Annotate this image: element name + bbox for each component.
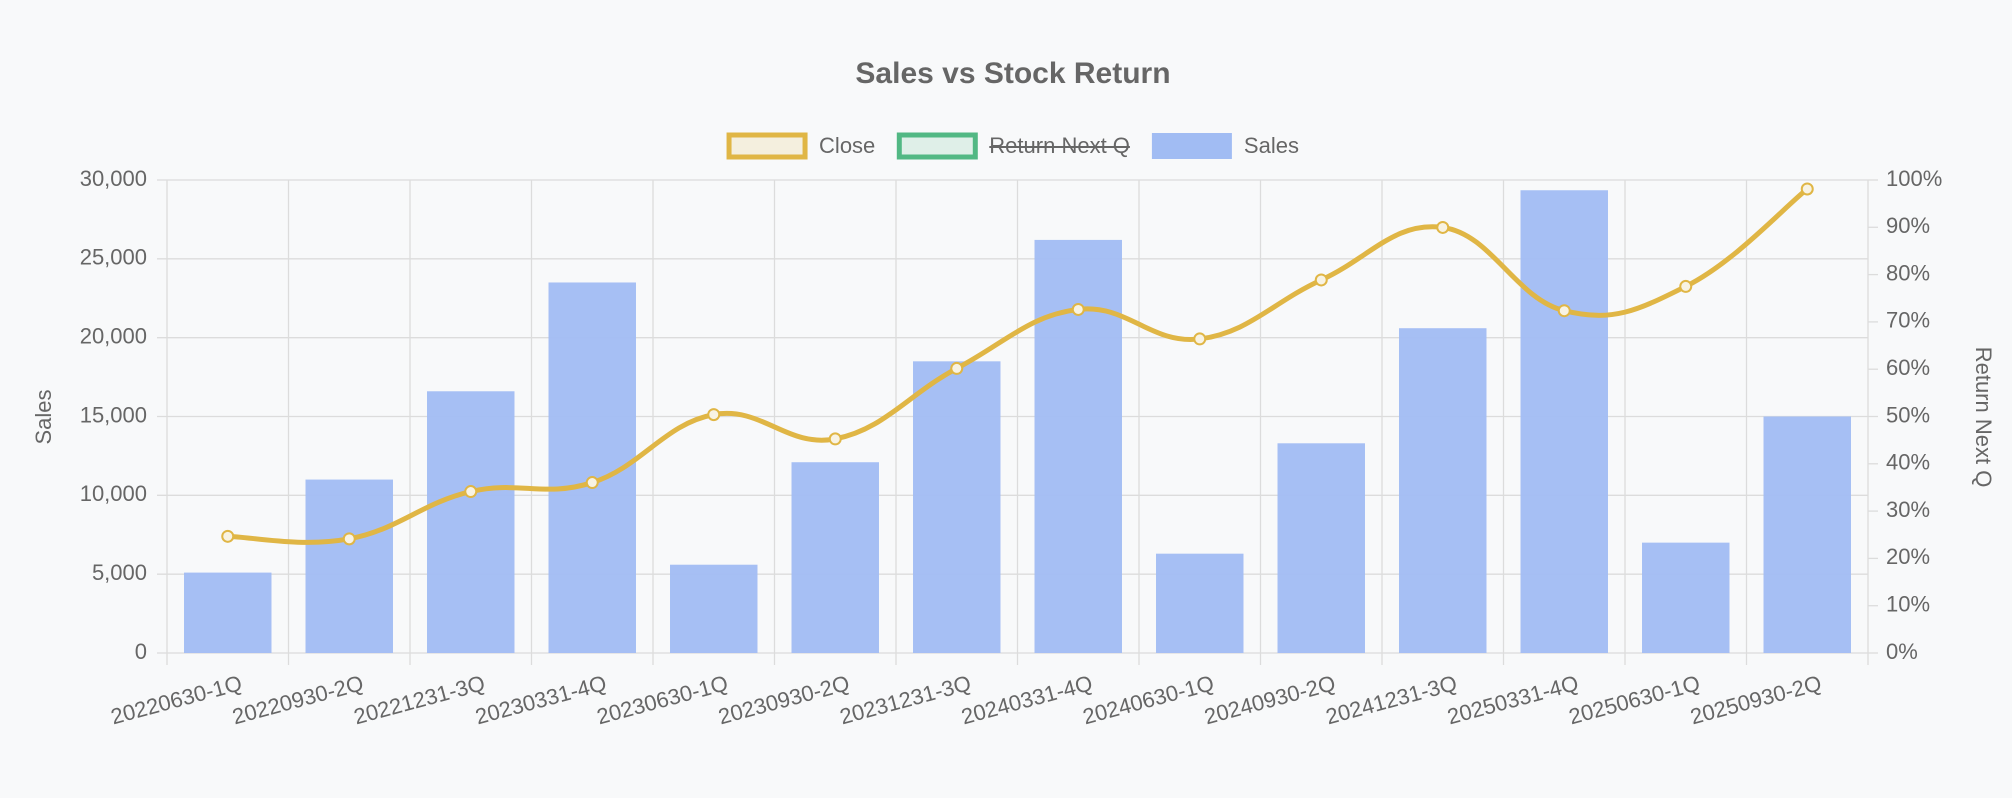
bar xyxy=(1642,542,1730,653)
point xyxy=(1557,304,1571,318)
x-tick-label: 20240930-2Q xyxy=(1202,670,1338,729)
x-tick-label: 20220630-1Q xyxy=(108,670,244,729)
x-tick-label: 20230630-1Q xyxy=(594,670,730,729)
y2-tick-label: 60% xyxy=(1886,355,1930,380)
x-tick-label: 20221231-3Q xyxy=(351,670,487,729)
bar xyxy=(1520,190,1608,653)
bar xyxy=(1399,328,1487,653)
y-tick-label: 25,000 xyxy=(80,245,147,270)
y2-tick-label: 90% xyxy=(1886,213,1930,238)
y2-axis-title: Return Next Q xyxy=(1971,347,1996,488)
line xyxy=(227,187,1809,545)
y2-tick-label: 0% xyxy=(1886,639,1918,664)
point xyxy=(1314,273,1328,287)
x-tick-label: 20240630-1Q xyxy=(1080,670,1216,729)
y2-tick-label: 20% xyxy=(1886,544,1930,569)
x-tick-label: 20241231-3Q xyxy=(1323,670,1459,729)
bar xyxy=(1156,553,1244,653)
y2-tick-label: 30% xyxy=(1886,497,1930,522)
y-axis-title: Sales xyxy=(31,389,56,444)
x-tick-label: 20230930-2Q xyxy=(716,670,852,729)
y-tick-label: 5,000 xyxy=(92,560,147,585)
y2-tick-label: 10% xyxy=(1886,592,1930,617)
legend-item: Sales xyxy=(1151,133,1299,159)
y2-tick-label: 80% xyxy=(1886,260,1930,285)
legend-swatch xyxy=(896,132,978,160)
bar xyxy=(1277,443,1365,653)
y2-tick-label: 50% xyxy=(1886,402,1930,427)
point xyxy=(221,529,235,543)
legend-swatch xyxy=(726,132,808,160)
legend-item: Return Next Q xyxy=(896,132,1130,160)
x-tick-label: 20220930-2Q xyxy=(230,670,366,729)
point xyxy=(342,532,356,546)
legend-label: Sales xyxy=(1244,133,1299,158)
y-tick-label: 15,000 xyxy=(80,402,147,427)
point xyxy=(1436,220,1450,234)
legend-item: Close xyxy=(726,132,875,160)
x-tick-label: 20250930-2Q xyxy=(1688,670,1824,729)
point xyxy=(950,361,964,375)
x-tick-label: 20231231-3Q xyxy=(837,670,973,729)
x-tick-label: 20250630-1Q xyxy=(1566,670,1702,729)
chart-title: Sales vs Stock Return xyxy=(855,57,1170,90)
bar xyxy=(1763,416,1851,653)
y2-tick-label: 40% xyxy=(1886,450,1930,475)
y2-tick-label: 70% xyxy=(1886,308,1930,333)
point xyxy=(464,485,478,499)
point xyxy=(1679,279,1693,293)
bar xyxy=(791,462,879,653)
bar xyxy=(184,572,272,653)
x-tick-label: 20240331-4Q xyxy=(959,670,1095,729)
legend-swatch xyxy=(1151,133,1232,159)
bar xyxy=(913,361,1001,653)
point xyxy=(1193,332,1207,346)
legend-label: Close xyxy=(819,133,875,158)
y2-tick-label: 100% xyxy=(1886,166,1942,191)
x-tick-label: 20250331-4Q xyxy=(1445,670,1581,729)
y-tick-label: 30,000 xyxy=(80,166,147,191)
point xyxy=(585,476,599,490)
bar xyxy=(427,391,515,653)
y-tick-label: 0 xyxy=(135,639,147,664)
point xyxy=(1800,182,1814,196)
bar xyxy=(1034,239,1122,653)
point xyxy=(707,408,721,422)
bar xyxy=(305,479,393,653)
y-tick-label: 10,000 xyxy=(80,481,147,506)
y-tick-label: 20,000 xyxy=(80,323,147,348)
legend-label: Return Next Q xyxy=(989,133,1130,158)
point xyxy=(828,432,842,446)
x-tick-label: 20230331-4Q xyxy=(473,670,609,729)
point xyxy=(1071,302,1085,316)
bar xyxy=(670,564,758,653)
